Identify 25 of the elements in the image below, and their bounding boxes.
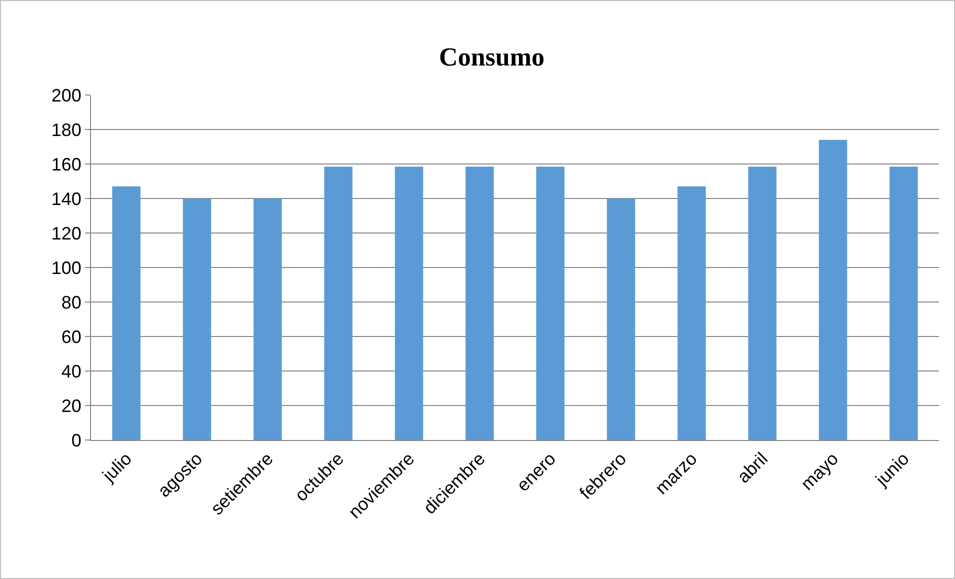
y-tick-label: 180 (51, 120, 82, 140)
bar (678, 186, 706, 440)
y-tick-label: 0 (71, 430, 82, 450)
bar (394, 166, 424, 440)
bar (606, 198, 636, 440)
y-tick-label: 140 (51, 188, 82, 209)
y-tick-label: 40 (61, 361, 82, 382)
bar (890, 166, 918, 440)
y-tick-label: 60 (61, 326, 82, 347)
bar (466, 166, 494, 440)
bar (182, 198, 212, 440)
y-tick-label: 100 (51, 258, 82, 278)
bar (818, 140, 848, 440)
bar (748, 166, 776, 440)
y-tick-label: 200 (51, 85, 82, 106)
y-tick-label: 80 (61, 292, 82, 312)
bar (112, 186, 140, 440)
bar (536, 166, 564, 440)
bar (254, 198, 282, 440)
y-tick-label: 160 (51, 154, 82, 174)
bar (324, 166, 352, 440)
y-tick-label: 20 (61, 396, 82, 416)
x-tick-label: julio (98, 448, 136, 486)
chart-title: Consumo (439, 42, 545, 72)
y-tick-label: 120 (51, 223, 82, 244)
